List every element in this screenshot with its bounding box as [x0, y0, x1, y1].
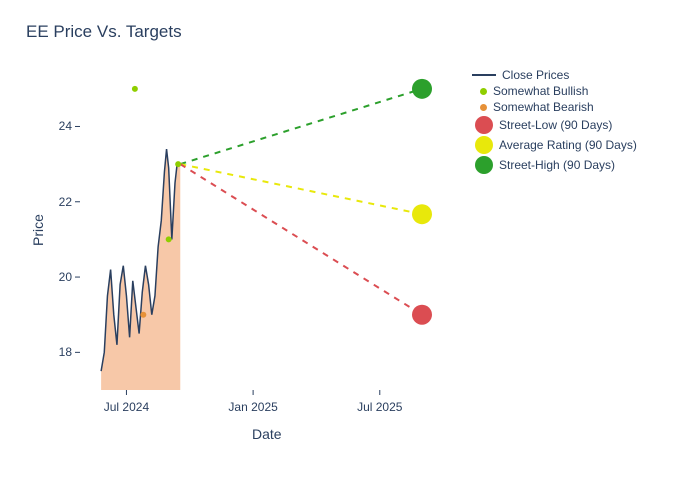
y-tick-label: 18 [52, 345, 72, 359]
target-line-high [180, 89, 422, 164]
somewhat_bearish-dot [140, 312, 146, 318]
somewhat_bullish-dot [166, 236, 172, 242]
y-tick-label: 20 [52, 270, 72, 284]
x-tick-label: Jul 2025 [357, 400, 402, 414]
price-area [101, 149, 180, 390]
somewhat_bullish-dot [175, 161, 181, 167]
legend-label: Close Prices [502, 68, 569, 82]
target-line-avg [180, 164, 422, 214]
legend-label: Average Rating (90 Days) [499, 138, 637, 152]
legend-entry[interactable]: Close Prices [472, 68, 637, 82]
x-tick-label: Jan 2025 [228, 400, 277, 414]
legend-entry[interactable]: Somewhat Bullish [472, 84, 637, 98]
legend-entry[interactable]: Somewhat Bearish [472, 100, 637, 114]
legend-entry[interactable]: Street-Low (90 Days) [472, 116, 637, 134]
legend-label: Somewhat Bullish [493, 84, 588, 98]
somewhat_bullish-dot [132, 86, 138, 92]
target-marker-avg [412, 204, 432, 224]
legend-entry[interactable]: Street-High (90 Days) [472, 156, 637, 174]
y-tick-label: 22 [52, 195, 72, 209]
y-axis-label: Price [30, 214, 46, 246]
x-axis-label: Date [252, 426, 282, 442]
target-marker-low [412, 305, 432, 325]
target-marker-high [412, 79, 432, 99]
x-tick-label: Jul 2024 [104, 400, 149, 414]
legend-label: Street-Low (90 Days) [499, 118, 612, 132]
y-tick-label: 24 [52, 119, 72, 133]
legend-label: Somewhat Bearish [493, 100, 594, 114]
legend-entry[interactable]: Average Rating (90 Days) [472, 136, 637, 154]
target-line-low [180, 164, 422, 315]
legend-label: Street-High (90 Days) [499, 158, 615, 172]
legend: Close Prices Somewhat Bullish Somewhat Bea… [472, 68, 637, 176]
